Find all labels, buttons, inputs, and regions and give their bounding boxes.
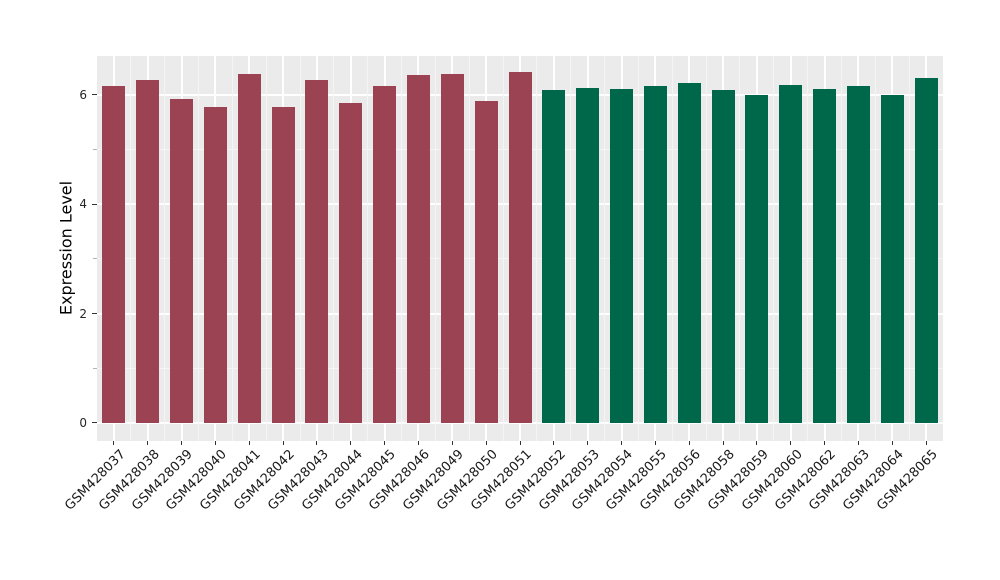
minor-gridline-x-9	[401, 56, 403, 441]
minor-gridline-x-3	[198, 56, 200, 441]
bar-GSM428055	[643, 86, 667, 423]
bar-GSM428052	[542, 90, 566, 423]
x-tick-mark-GSM428054	[621, 441, 623, 445]
bar-GSM428065	[914, 77, 938, 423]
y-minor-tick-mark-1	[93, 367, 97, 369]
x-tick-mark-GSM428043	[316, 441, 318, 445]
x-tick-mark-GSM428045	[384, 441, 386, 445]
bar-GSM428045	[373, 86, 397, 423]
minor-gridline-x-4	[231, 56, 233, 441]
x-tick-mark-GSM428041	[248, 441, 250, 445]
x-tick-mark-GSM428062	[824, 441, 826, 445]
minor-gridline-x-20	[773, 56, 775, 441]
minor-gridline-x-11	[468, 56, 470, 441]
x-tick-mark-GSM428046	[417, 441, 419, 445]
minor-gridline-x-16	[637, 56, 639, 441]
minor-gridline-x-23	[874, 56, 876, 441]
y-tick-mark-2	[92, 313, 97, 315]
minor-gridline-x-8	[367, 56, 369, 441]
bar-GSM428038	[136, 79, 160, 423]
minor-gridline-x-6	[299, 56, 301, 441]
x-tick-mark-GSM428063	[857, 441, 859, 445]
y-tick-mark-6	[92, 94, 97, 96]
minor-gridline-x-1	[130, 56, 132, 441]
x-tick-mark-GSM428065	[925, 441, 927, 445]
x-tick-mark-GSM428049	[451, 441, 453, 445]
x-tick-mark-GSM428039	[181, 441, 183, 445]
y-tick-mark-4	[92, 203, 97, 205]
bar-GSM428062	[813, 89, 837, 423]
minor-gridline-x-15	[604, 56, 606, 441]
x-tick-mark-GSM428051	[519, 441, 521, 445]
bar-GSM428049	[440, 74, 464, 423]
x-tick-mark-GSM428059	[756, 441, 758, 445]
bar-GSM428051	[508, 71, 532, 423]
x-tick-mark-GSM428053	[587, 441, 589, 445]
bar-GSM428039	[170, 99, 194, 423]
bar-GSM428054	[610, 89, 634, 423]
bar-GSM428043	[305, 80, 329, 423]
minor-gridline-x-14	[570, 56, 572, 441]
x-tick-mark-GSM428044	[350, 441, 352, 445]
bar-GSM428050	[474, 100, 498, 423]
bar-GSM428060	[779, 84, 803, 423]
minor-gridline-x-5	[265, 56, 267, 441]
x-tick-mark-GSM428064	[891, 441, 893, 445]
y-tick-label-4: 4	[79, 197, 87, 212]
bar-GSM428053	[576, 87, 600, 423]
x-tick-mark-GSM428052	[553, 441, 555, 445]
minor-gridline-x-21	[807, 56, 809, 441]
minor-gridline-x-17	[671, 56, 673, 441]
bar-GSM428041	[237, 74, 261, 423]
x-tick-mark-GSM428038	[147, 441, 149, 445]
x-tick-mark-GSM428056	[688, 441, 690, 445]
x-tick-mark-GSM428040	[214, 441, 216, 445]
x-tick-mark-GSM428058	[722, 441, 724, 445]
x-tick-mark-GSM428050	[485, 441, 487, 445]
y-tick-label-6: 6	[79, 87, 87, 102]
minor-gridline-x-10	[434, 56, 436, 441]
minor-gridline-x-12	[502, 56, 504, 441]
bar-GSM428056	[677, 82, 701, 423]
x-tick-mark-GSM428060	[790, 441, 792, 445]
x-tick-mark-GSM428037	[113, 441, 115, 445]
y-tick-mark-0	[92, 422, 97, 424]
bar-GSM428044	[339, 103, 363, 423]
x-tick-mark-GSM428055	[654, 441, 656, 445]
bar-GSM428059	[745, 94, 769, 423]
bar-GSM428046	[406, 75, 430, 423]
y-minor-tick-mark-5	[93, 149, 97, 151]
bar-GSM428064	[880, 94, 904, 423]
bar-GSM428063	[846, 85, 870, 423]
minor-gridline-x-24	[908, 56, 910, 441]
minor-gridline-x-19	[739, 56, 741, 441]
y-tick-label-2: 2	[79, 306, 87, 321]
minor-gridline-x-18	[705, 56, 707, 441]
bar-GSM428040	[203, 106, 227, 423]
y-minor-tick-mark-3	[93, 258, 97, 260]
y-tick-label-0: 0	[79, 415, 87, 430]
minor-gridline-x-22	[840, 56, 842, 441]
bar-GSM428042	[271, 106, 295, 423]
minor-gridline-x-7	[333, 56, 335, 441]
minor-gridline-x-2	[164, 56, 166, 441]
plot-panel	[97, 56, 943, 441]
bar-GSM428037	[102, 85, 126, 423]
minor-gridline-x-13	[536, 56, 538, 441]
x-tick-mark-GSM428042	[282, 441, 284, 445]
bar-GSM428058	[711, 89, 735, 423]
